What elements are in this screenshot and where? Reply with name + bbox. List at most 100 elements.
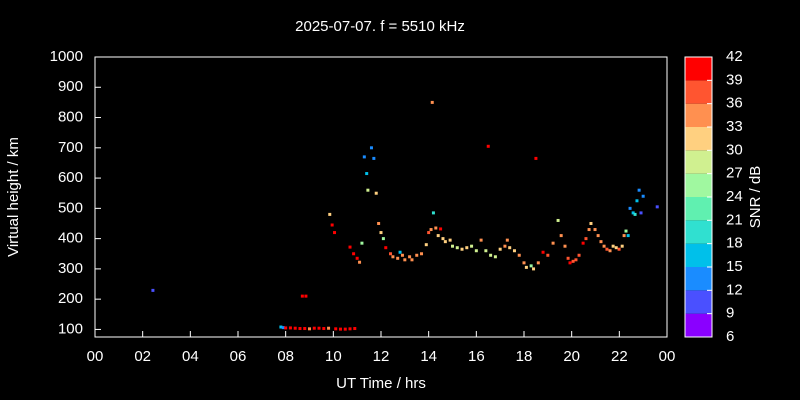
point bbox=[599, 240, 603, 244]
x-tick-label: 22 bbox=[611, 348, 628, 365]
point bbox=[637, 188, 641, 192]
point bbox=[443, 240, 447, 244]
point bbox=[563, 244, 567, 248]
point bbox=[571, 259, 575, 263]
colorbar-tick-label: 30 bbox=[726, 141, 743, 158]
point bbox=[284, 326, 288, 330]
x-tick-label: 00 bbox=[659, 348, 676, 365]
point bbox=[512, 249, 516, 253]
x-tick-label: 16 bbox=[468, 348, 485, 365]
x-tick-label: 04 bbox=[182, 348, 199, 365]
point bbox=[611, 244, 615, 248]
colorbar-tick-label: 6 bbox=[726, 328, 734, 345]
point bbox=[524, 265, 528, 269]
point bbox=[430, 100, 434, 104]
point bbox=[303, 327, 307, 331]
point bbox=[328, 212, 332, 216]
point bbox=[362, 155, 366, 159]
point bbox=[596, 234, 600, 238]
point bbox=[333, 231, 337, 235]
point bbox=[288, 326, 292, 330]
x-tick-label: 18 bbox=[516, 348, 533, 365]
colorbar-band bbox=[685, 290, 712, 314]
point bbox=[622, 234, 626, 238]
point bbox=[532, 267, 536, 271]
colorbar-band bbox=[685, 313, 712, 337]
colorbar-band bbox=[685, 57, 712, 81]
point bbox=[460, 247, 464, 251]
point bbox=[559, 234, 563, 238]
point bbox=[381, 237, 385, 241]
point bbox=[593, 228, 597, 232]
point bbox=[151, 288, 155, 292]
point bbox=[441, 237, 445, 241]
point bbox=[403, 258, 407, 262]
colorbar-tick-label: 39 bbox=[726, 71, 743, 88]
point bbox=[641, 194, 645, 198]
colorbar-tick-label: 12 bbox=[726, 281, 743, 298]
point bbox=[626, 234, 630, 238]
colorbar-band bbox=[685, 197, 712, 221]
point bbox=[465, 246, 469, 250]
chart-title: 2025-07-07. f = 5510 kHz bbox=[295, 18, 465, 35]
point bbox=[372, 156, 376, 160]
point bbox=[589, 221, 593, 225]
point bbox=[655, 205, 659, 209]
point bbox=[479, 238, 483, 242]
point bbox=[628, 206, 632, 210]
colorbar-tick-label: 15 bbox=[726, 258, 743, 275]
point bbox=[474, 249, 478, 253]
colorbar-tick-label: 36 bbox=[726, 95, 743, 112]
point bbox=[434, 226, 438, 230]
point bbox=[624, 229, 628, 233]
point bbox=[493, 255, 497, 259]
point bbox=[355, 256, 359, 260]
point bbox=[517, 253, 521, 257]
point bbox=[377, 221, 381, 225]
colorbar-tick-label: 33 bbox=[726, 118, 743, 135]
point bbox=[620, 244, 624, 248]
colorbar-tick-label: 27 bbox=[726, 165, 743, 182]
point bbox=[312, 326, 316, 330]
point bbox=[635, 199, 639, 203]
point bbox=[498, 247, 502, 251]
colorbar-band bbox=[685, 220, 712, 244]
x-tick-label: 10 bbox=[325, 348, 342, 365]
point bbox=[348, 327, 352, 331]
colorbar-band bbox=[685, 267, 712, 291]
x-tick-label: 02 bbox=[134, 348, 151, 365]
point bbox=[374, 191, 378, 195]
colorbar-label: SNR / dB bbox=[747, 166, 764, 229]
point bbox=[431, 211, 435, 215]
x-tick-label: 08 bbox=[277, 348, 294, 365]
point bbox=[384, 246, 388, 250]
colorbar-band bbox=[685, 80, 712, 104]
point bbox=[602, 244, 606, 248]
point bbox=[566, 256, 570, 260]
point bbox=[489, 253, 493, 257]
colorbar-band bbox=[685, 173, 712, 197]
point bbox=[439, 227, 443, 231]
point bbox=[608, 249, 612, 253]
point bbox=[366, 188, 370, 192]
point bbox=[605, 247, 609, 251]
colorbar-tick-label: 9 bbox=[726, 305, 734, 322]
x-tick-label: 06 bbox=[230, 348, 247, 365]
colorbar-band bbox=[685, 127, 712, 151]
point bbox=[424, 243, 428, 247]
point bbox=[470, 244, 474, 248]
x-tick-label: 12 bbox=[373, 348, 390, 365]
y-tick-label: 600 bbox=[58, 169, 83, 186]
colorbar-tick-label: 21 bbox=[726, 211, 743, 228]
colorbar-tick-label: 18 bbox=[726, 235, 743, 252]
point bbox=[308, 327, 311, 331]
point bbox=[448, 238, 452, 242]
x-tick-label: 20 bbox=[563, 348, 580, 365]
point bbox=[587, 228, 591, 232]
y-tick-label: 100 bbox=[58, 320, 83, 337]
point bbox=[389, 252, 393, 256]
point bbox=[486, 144, 490, 148]
point bbox=[330, 223, 334, 227]
point bbox=[352, 252, 356, 256]
